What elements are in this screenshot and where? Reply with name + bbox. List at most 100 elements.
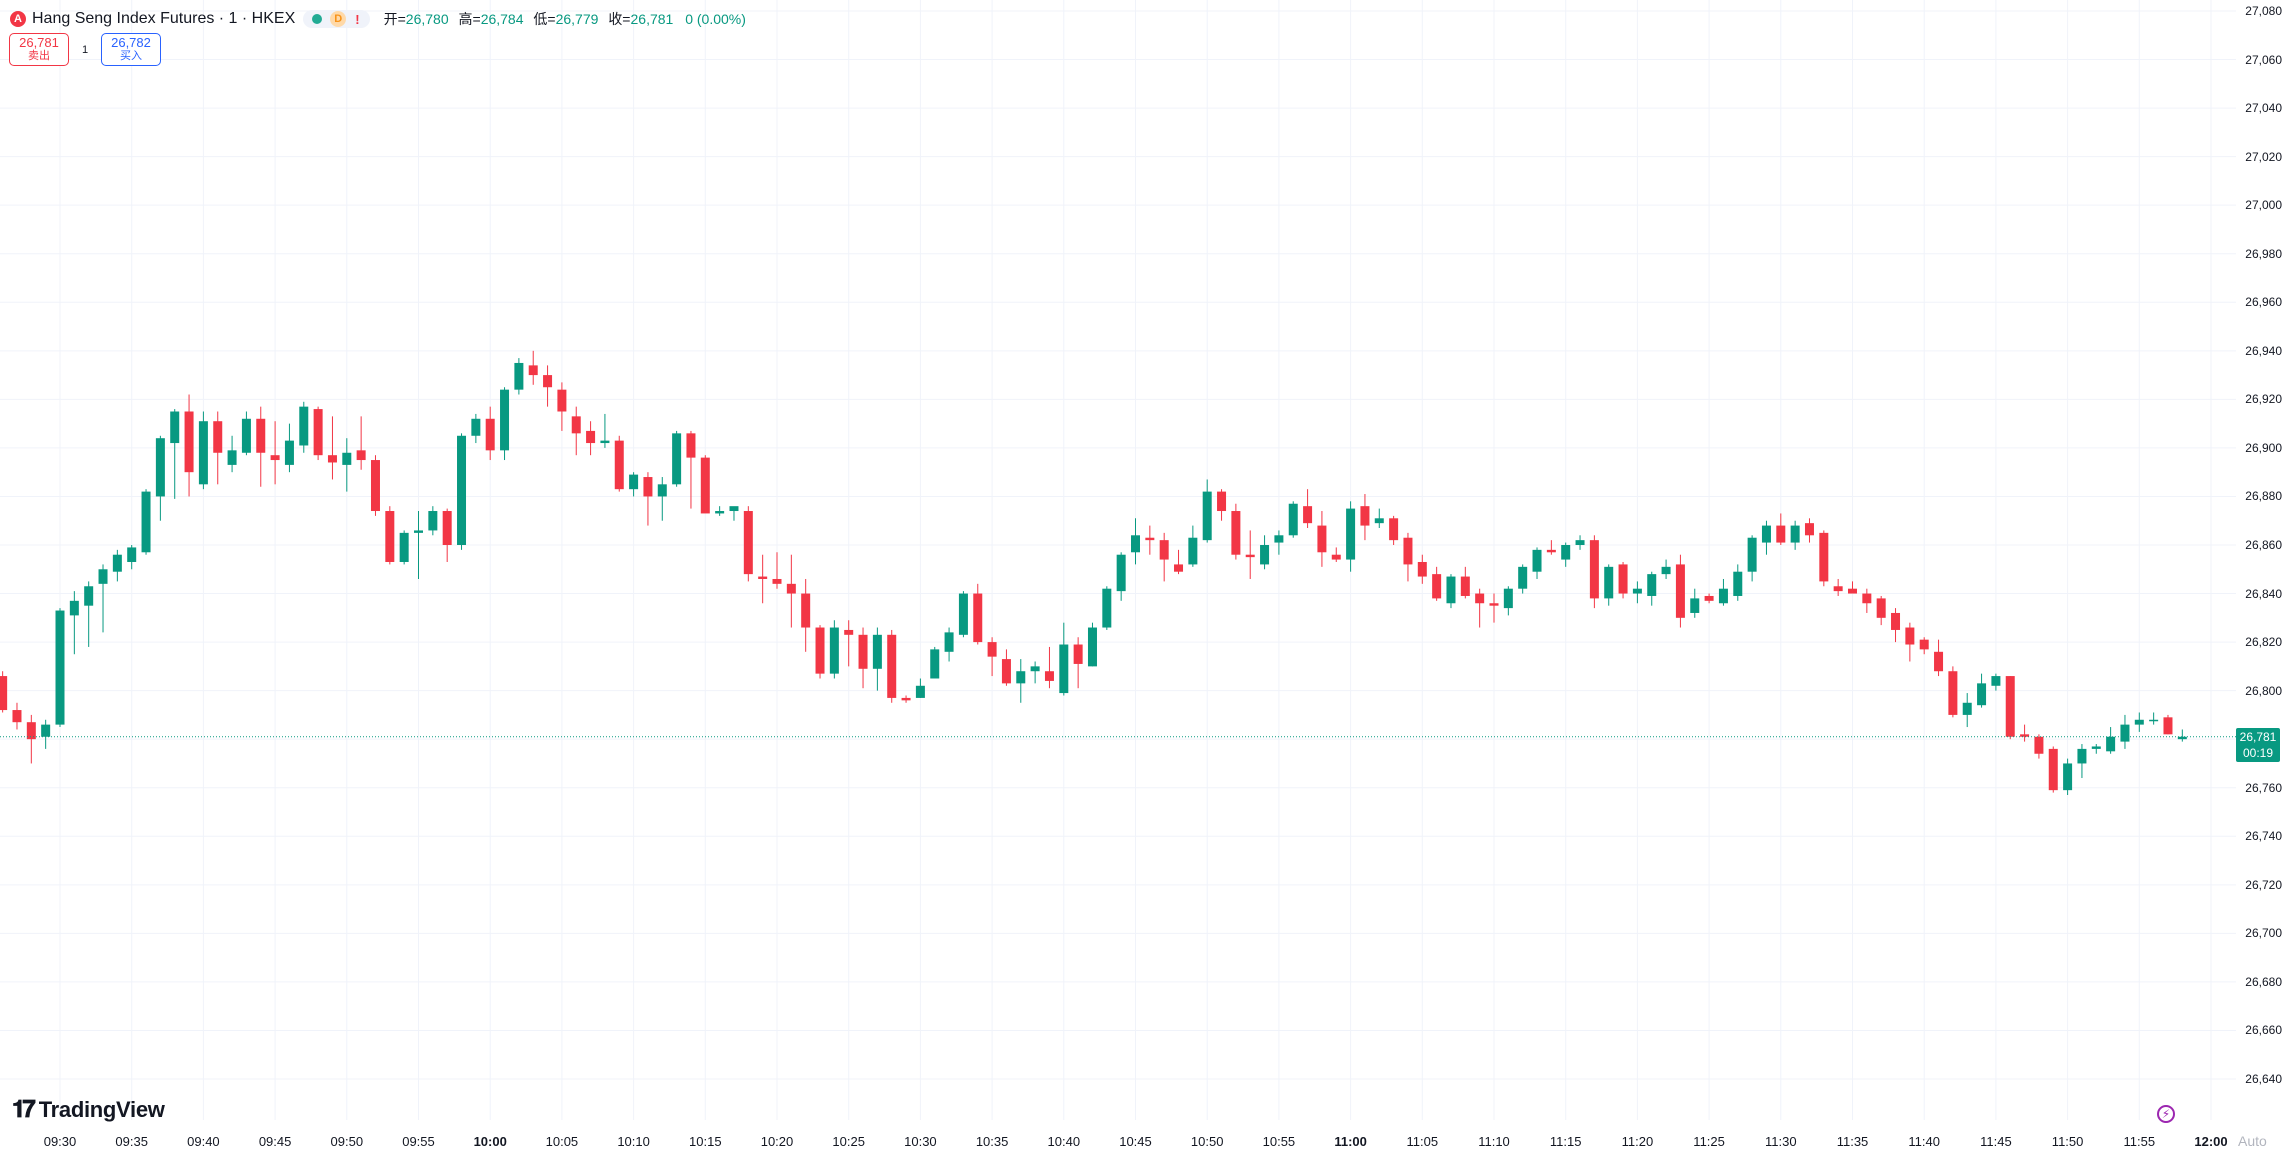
candle-body: [2077, 748, 2087, 764]
candle: [643, 472, 653, 526]
candle-body: [1675, 564, 1685, 618]
time-tick-label: 10:05: [545, 1134, 579, 1149]
candle: [1761, 520, 1771, 555]
candle: [1991, 673, 2001, 691]
buy-button[interactable]: 26,782 买入: [101, 33, 161, 66]
symbol-title[interactable]: Hang Seng Index Futures · 1 · HKEX: [32, 10, 296, 27]
candle: [944, 627, 954, 662]
candle: [872, 627, 882, 691]
candle: [2020, 724, 2030, 742]
candle-body: [1747, 537, 1757, 572]
candle: [69, 591, 79, 655]
candle: [1819, 530, 1829, 587]
delayed-badge[interactable]: D: [330, 11, 347, 27]
price-tick-label: 27,000: [2245, 198, 2282, 213]
status-badges[interactable]: D !: [303, 10, 370, 28]
candle-body: [0, 676, 8, 711]
candle-body: [370, 460, 380, 512]
auto-scale-button[interactable]: Auto: [2238, 1133, 2267, 1149]
tradingview-logo[interactable]: 𝟏𝟕 TradingView: [12, 1096, 165, 1124]
candle: [958, 591, 968, 638]
candle: [1733, 564, 1743, 601]
candle-body: [1131, 535, 1140, 553]
candle: [256, 406, 266, 487]
close-label: 收=: [608, 11, 631, 27]
candle-body: [98, 569, 108, 584]
price-tick-label: 26,920: [2245, 392, 2282, 407]
candle-body: [299, 406, 309, 446]
candle: [1618, 561, 1628, 599]
candle-body: [1073, 644, 1083, 664]
time-tick-label: 10:10: [617, 1134, 650, 1149]
price-tick-label: 26,940: [2245, 343, 2282, 358]
candle: [844, 620, 854, 667]
spread-value: 1: [81, 43, 89, 56]
candle-body: [471, 418, 481, 436]
candle: [1704, 593, 1714, 604]
price-tick-label: 26,640: [2245, 1072, 2282, 1086]
candle-body: [514, 362, 524, 390]
candle: [1475, 588, 1485, 628]
candle-body: [1331, 554, 1341, 560]
alert-badge-icon[interactable]: !: [355, 11, 360, 27]
candle-body: [55, 610, 65, 725]
candle-body: [2163, 717, 2173, 735]
price-tick-label: 26,760: [2245, 780, 2282, 795]
candle-body: [241, 418, 251, 453]
candle: [270, 421, 280, 485]
candle-body: [385, 511, 395, 562]
candle-body: [313, 409, 323, 456]
price-tick-label: 26,660: [2245, 1023, 2282, 1038]
lightning-icon[interactable]: ⚡: [2157, 1105, 2175, 1123]
candle-body: [1303, 506, 1313, 524]
candle-body: [227, 450, 237, 465]
time-tick-label: 09:40: [187, 1134, 220, 1149]
time-tick-label: 11:30: [1765, 1134, 1797, 1149]
high-label: 高=: [458, 11, 481, 27]
symbol-icon[interactable]: A: [10, 11, 26, 27]
candle-body: [758, 576, 768, 579]
candle-body: [1532, 549, 1542, 572]
candle: [1217, 489, 1227, 521]
candle: [227, 435, 237, 473]
price-tick-label: 26,860: [2245, 538, 2282, 552]
candle-body: [657, 484, 667, 497]
candle: [1044, 646, 1054, 689]
candle: [2177, 729, 2187, 742]
candle: [2091, 744, 2101, 754]
candle-body: [356, 450, 366, 461]
candle: [1001, 649, 1011, 686]
sell-button[interactable]: 26,781 卖出: [9, 33, 69, 66]
candle-body: [1934, 651, 1944, 672]
candle: [327, 416, 337, 480]
candle: [1460, 566, 1470, 599]
candle: [686, 430, 696, 509]
candle-body: [858, 634, 868, 669]
candle-body: [528, 365, 538, 376]
candle: [385, 506, 395, 565]
candle-body: [485, 418, 495, 451]
candle: [370, 455, 380, 516]
candle: [414, 511, 423, 579]
candle: [528, 350, 538, 385]
candle-body: [2091, 746, 2101, 749]
candle: [786, 554, 796, 628]
candle: [1546, 540, 1556, 555]
candle: [815, 625, 825, 679]
candle: [1131, 518, 1140, 565]
candle-body: [700, 457, 710, 514]
time-tick-label: 10:25: [832, 1134, 865, 1149]
candle: [284, 423, 294, 473]
candle-body: [2177, 736, 2187, 740]
candle-body: [815, 627, 825, 674]
candle-body: [1776, 525, 1786, 543]
candle-body: [1102, 588, 1112, 628]
candle-body: [270, 455, 280, 461]
candle: [2120, 714, 2130, 749]
candle-body: [1690, 598, 1700, 613]
price-tick-label: 26,840: [2245, 586, 2282, 601]
candle: [26, 714, 36, 764]
candle: [1073, 637, 1083, 689]
candle-body: [69, 600, 79, 616]
